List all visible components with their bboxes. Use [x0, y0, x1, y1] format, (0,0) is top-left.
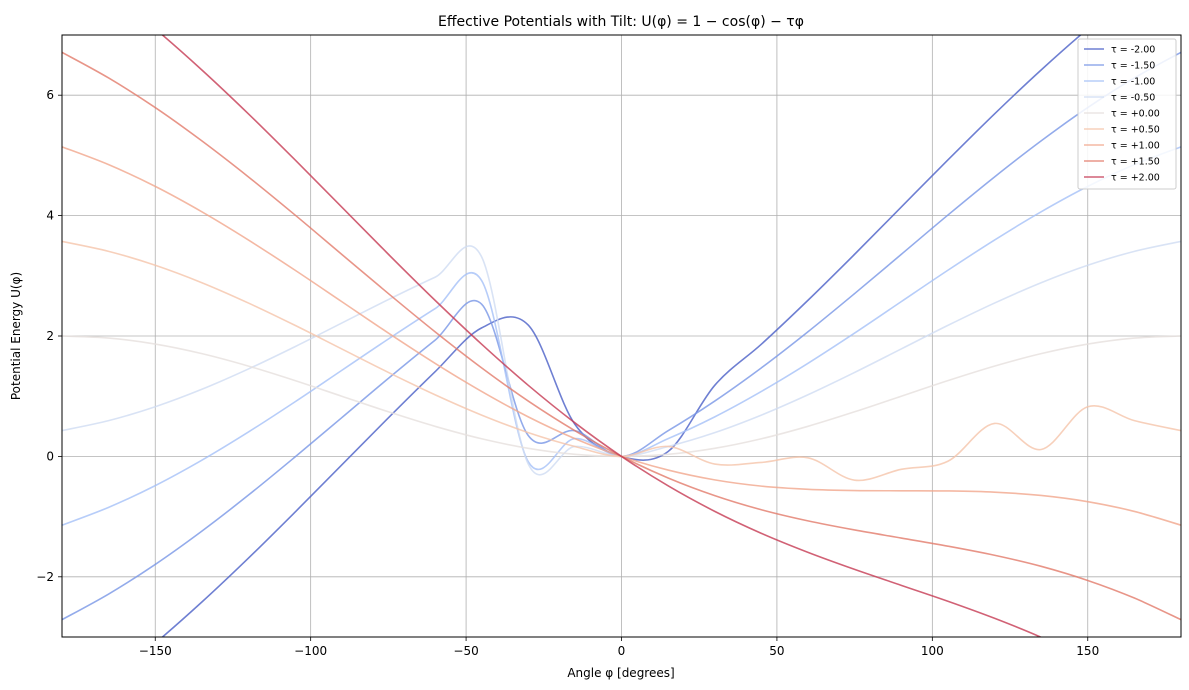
legend-label: τ = +0.00	[1111, 109, 1160, 120]
x-tick-label: −150	[139, 644, 172, 658]
legend-label: τ = +0.50	[1111, 125, 1160, 136]
y-ticks: −2 0 2 4 6	[36, 88, 62, 584]
y-axis-label: Potential Energy U(φ)	[9, 272, 23, 400]
legend-label: τ = -1.00	[1111, 77, 1155, 88]
y-tick-label: 6	[46, 88, 54, 102]
y-tick-label: −2	[36, 570, 54, 584]
series-line-1	[62, 51, 1181, 621]
plot-frame	[61, 34, 1182, 638]
chart-title: Effective Potentials with Tilt: U(φ) = 1…	[438, 14, 804, 30]
x-tick-label: 100	[921, 644, 944, 658]
series-line-5	[62, 240, 1181, 482]
legend-label: τ = +1.50	[1111, 157, 1160, 168]
y-tick-label: 4	[46, 209, 54, 223]
x-axis-label: Angle φ [degrees]	[567, 666, 674, 680]
x-tick-label: −100	[294, 644, 327, 658]
x-tick-label: 50	[769, 644, 784, 658]
x-tick-label: −50	[453, 644, 478, 658]
legend: τ = -2.00 τ = -1.50 τ = -1.00 τ = -0.50 τ = …	[1077, 38, 1177, 190]
series-lines	[62, 35, 1181, 637]
legend-label: τ = -0.50	[1111, 93, 1155, 104]
series-line-8	[161, 35, 1043, 637]
legend-label: τ = -2.00	[1111, 45, 1155, 56]
legend-frame	[1077, 38, 1177, 190]
y-tick-label: 2	[46, 329, 54, 343]
x-tick-label: 0	[618, 644, 626, 658]
legend-label: τ = -1.50	[1111, 61, 1155, 72]
legend-label: τ = +2.00	[1111, 173, 1160, 184]
legend-label: τ = +1.00	[1111, 141, 1160, 152]
x-ticks: −150 −100 −50 0 50 100 150	[139, 637, 1099, 658]
y-tick-label: 0	[46, 449, 54, 463]
series-line-3	[62, 240, 1181, 476]
x-tick-label: 150	[1076, 644, 1099, 658]
